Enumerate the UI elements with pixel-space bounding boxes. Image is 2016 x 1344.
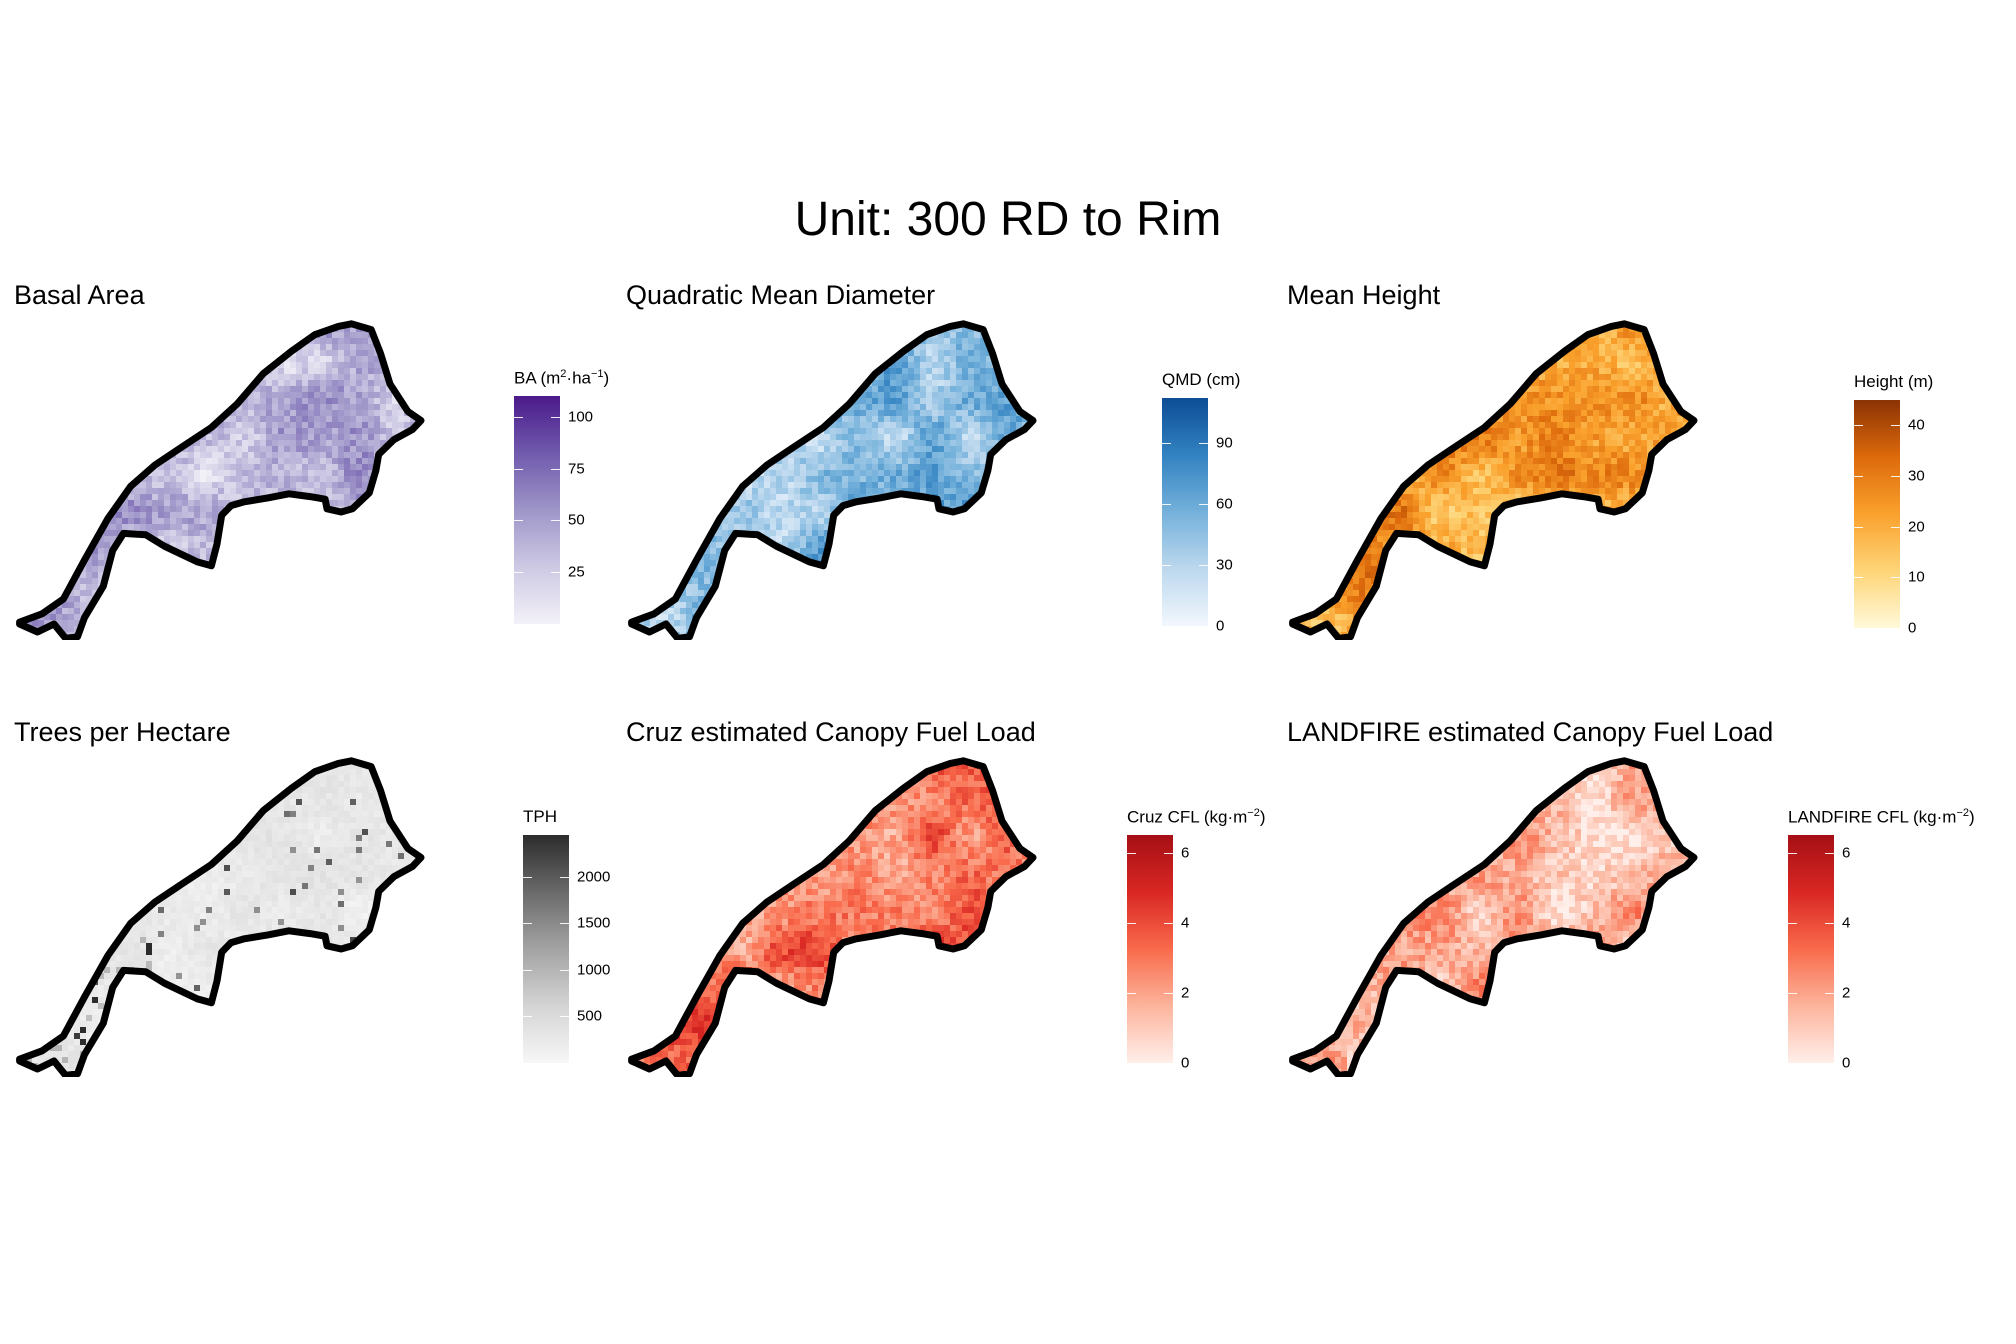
legend-tick-label: 6 [1842, 844, 1850, 861]
raster-cells [19, 323, 421, 639]
legend-tick-label: 4 [1842, 914, 1850, 931]
legend-tick-label: 0 [1216, 618, 1224, 635]
raster-map [628, 320, 1037, 640]
legend-tick-label: 50 [568, 512, 585, 529]
raster-map [16, 320, 425, 640]
legend-tick-label: 0 [1908, 620, 1916, 637]
legend-tick-label: 10 [1908, 569, 1925, 586]
raster-cells [1292, 760, 1694, 1076]
legend-colorbar [1788, 835, 1834, 1063]
raster-cells [631, 760, 1033, 1076]
legend-title: LANDFIRE CFL (kg·m−2) [1788, 807, 1975, 828]
legend-tick-label: 60 [1216, 495, 1233, 512]
unit-boundary [1289, 757, 1698, 1077]
raster-map [1289, 757, 1698, 1077]
panel-mean-height: Mean Height Height (m) 40 30 20 10 0 [1287, 278, 1947, 718]
panel-trees-per-hectare: Trees per Hectare TPH 2000 1500 1000 500 [14, 715, 674, 1155]
legend-tick-label: 40 [1908, 417, 1925, 434]
panel-quadratic-mean-diameter: Quadratic Mean Diameter QMD (cm) 90 60 30 0 [626, 278, 1286, 718]
legend-colorbar [523, 835, 569, 1063]
legend-tick-label: 1000 [577, 961, 610, 978]
unit-boundary [1289, 320, 1698, 640]
legend-tick-label: 20 [1908, 518, 1925, 535]
raster-map [628, 757, 1037, 1077]
legend-title: BA (m2·ha−1) [514, 368, 609, 389]
panel-cruz-canopy-fuel-load: Cruz estimated Canopy Fuel Load Cruz CFL … [626, 715, 1286, 1155]
unit-boundary [16, 320, 425, 640]
panel-basal-area: Basal Area BA (m2·ha−1) 100 75 50 25 [14, 278, 674, 718]
legend-title: QMD (cm) [1162, 370, 1240, 390]
legend-tick-label: 25 [568, 564, 585, 581]
legend-title: Height (m) [1854, 372, 1933, 392]
figure-title: Unit: 300 RD to Rim [0, 192, 2016, 248]
unit-boundary [628, 320, 1037, 640]
legend-tick-label: 90 [1216, 434, 1233, 451]
panel-title: Mean Height [1287, 278, 1440, 312]
legend-tick-label: 2 [1842, 984, 1850, 1001]
legend-tick-label: 1500 [577, 915, 610, 932]
panel-title: LANDFIRE estimated Canopy Fuel Load [1287, 715, 1773, 749]
unit-boundary [16, 757, 425, 1077]
legend-tick-label: 2000 [577, 868, 610, 885]
panel-title: Basal Area [14, 278, 145, 312]
panel-title: Trees per Hectare [14, 715, 231, 749]
legend-tick-label: 0 [1842, 1055, 1850, 1072]
legend-tick-label: 2 [1181, 984, 1189, 1001]
legend-title: Cruz CFL (kg·m−2) [1127, 807, 1265, 828]
legend-colorbar [514, 396, 560, 624]
legend-colorbar [1127, 835, 1173, 1063]
panel-title: Quadratic Mean Diameter [626, 278, 935, 312]
legend-tick-label: 30 [1908, 468, 1925, 485]
legend-tick-label: 100 [568, 408, 593, 425]
legend-tick-label: 500 [577, 1008, 602, 1025]
legend-tick-label: 0 [1181, 1055, 1189, 1072]
legend-tick-label: 6 [1181, 844, 1189, 861]
legend-tick-label: 4 [1181, 914, 1189, 931]
raster-cells [631, 323, 1033, 639]
panel-landfire-canopy-fuel-load: LANDFIRE estimated Canopy Fuel Load LANDF… [1287, 715, 1975, 1155]
legend-title: TPH [523, 807, 557, 827]
raster-cells [1292, 323, 1694, 639]
unit-boundary [628, 757, 1037, 1077]
raster-map [16, 757, 425, 1077]
raster-map [1289, 320, 1698, 640]
legend-colorbar [1162, 398, 1208, 626]
panel-title: Cruz estimated Canopy Fuel Load [626, 715, 1036, 749]
legend-tick-label: 75 [568, 460, 585, 477]
legend-colorbar [1854, 400, 1900, 628]
raster-cells [19, 760, 421, 1076]
legend-tick-label: 30 [1216, 556, 1233, 573]
